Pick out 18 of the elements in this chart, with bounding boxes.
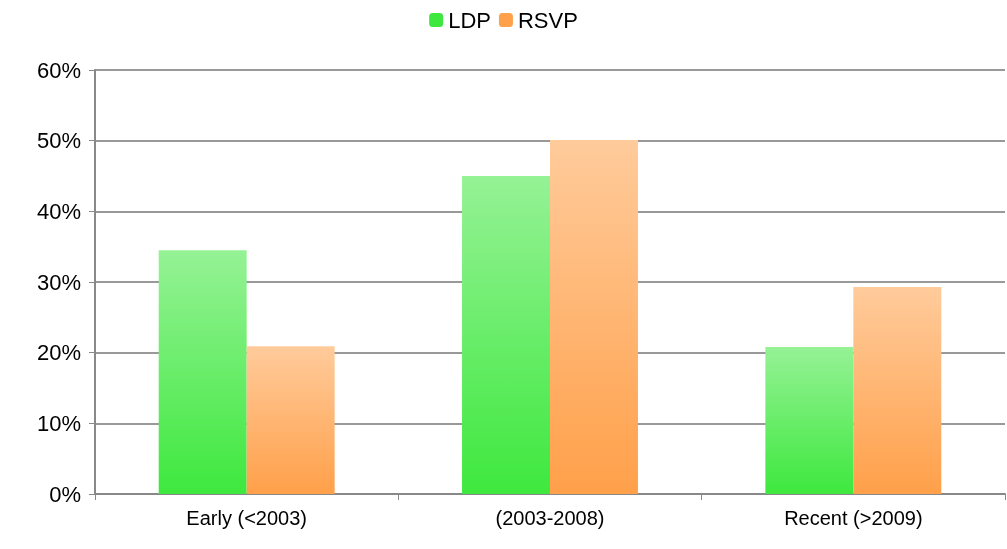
y-tick-label: 10% bbox=[36, 410, 81, 436]
bar bbox=[550, 139, 638, 494]
bar bbox=[462, 176, 550, 494]
bar bbox=[246, 346, 335, 494]
x-tick-label: Early (<2003) bbox=[186, 507, 307, 529]
legend-label: RSVP bbox=[517, 7, 578, 33]
y-tick-label: 60% bbox=[36, 57, 81, 83]
legend-label: LDP bbox=[448, 7, 491, 33]
y-tick-label: 20% bbox=[36, 340, 81, 366]
bar bbox=[765, 347, 854, 494]
x-tick-label: (2003-2008) bbox=[495, 507, 605, 529]
y-tick-label: 0% bbox=[49, 481, 81, 507]
y-tick-label: 30% bbox=[36, 269, 81, 295]
x-tick-label: Recent (>2009) bbox=[784, 507, 923, 529]
y-tick-label: 50% bbox=[36, 128, 81, 154]
bar bbox=[853, 286, 942, 494]
bar bbox=[158, 250, 247, 494]
y-tick-label: 40% bbox=[36, 198, 81, 224]
